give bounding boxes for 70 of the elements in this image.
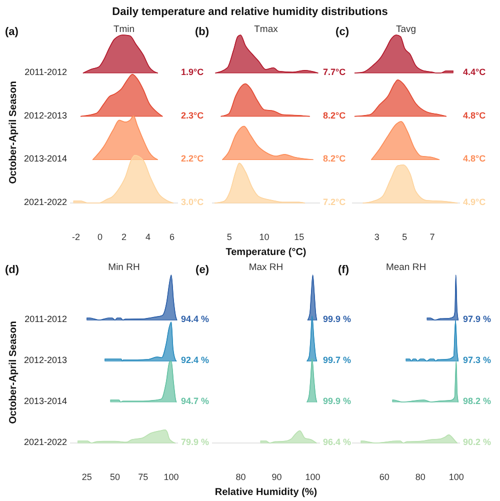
chart-subtitle: Mean RH — [386, 262, 426, 273]
chart-subtitle: Tmax — [254, 24, 278, 35]
text: 8.2°C — [323, 154, 346, 164]
text: 97.3 % — [463, 355, 492, 366]
x-tick-label: 2 — [121, 232, 127, 242]
x-tick-label: 5 — [226, 232, 232, 242]
text: 92.4 % — [181, 355, 210, 366]
text: 4.9°C — [463, 197, 486, 208]
chart-subtitle: Tmin — [113, 24, 135, 35]
x-axis-title: Relative Humidity (%) — [214, 486, 318, 498]
text: 96.4 % — [323, 437, 352, 448]
x-tick-label: -2 — [72, 232, 80, 242]
x-tick-label: 50 — [110, 472, 120, 482]
text: 98.2 % — [463, 396, 492, 406]
y-axis-title: October-April Season — [8, 321, 19, 424]
text: (b) — [194, 26, 210, 38]
text: 1.9°C — [181, 67, 204, 78]
x-tick-label: 100 — [305, 472, 320, 482]
x-tick-label: 60 — [379, 472, 390, 482]
text: (c) — [336, 26, 350, 38]
x-axis-title: Temperature (°C) — [226, 246, 306, 258]
text: 94.7 % — [181, 396, 210, 406]
text: 79.9 % — [181, 437, 210, 448]
x-tick-label: 75 — [138, 472, 148, 482]
text: 2.3°C — [181, 110, 204, 121]
text: 99.9 % — [323, 314, 352, 324]
text: 2.2°C — [181, 154, 204, 164]
text: 99.9 % — [323, 396, 352, 406]
text: (d) — [5, 264, 20, 276]
text: 90.2 % — [463, 437, 492, 448]
text: 2012-2013 — [24, 355, 67, 366]
text: 2013-2014 — [24, 154, 67, 164]
text: 7.7°C — [323, 67, 346, 78]
x-tick-label: 4 — [145, 232, 151, 242]
x-tick-label: 7 — [430, 232, 435, 242]
x-tick-label: 25 — [82, 472, 92, 482]
text: 8.2°C — [323, 110, 346, 121]
text: 99.7 % — [323, 355, 352, 366]
x-tick-label: 6 — [169, 232, 175, 242]
text: (e) — [196, 264, 210, 276]
text: 94.4 % — [181, 314, 210, 324]
y-axis-title: October-April Season — [8, 81, 19, 184]
text: (a) — [5, 26, 19, 38]
text: 7.2°C — [323, 197, 346, 208]
text: 3.0°C — [181, 197, 204, 208]
x-tick-label: 100 — [164, 472, 179, 482]
text: (f) — [338, 264, 350, 276]
x-tick-label: 90 — [272, 472, 282, 482]
text: Daily temperature and relative humidity distributions — [112, 6, 388, 18]
x-tick-label: 80 — [236, 472, 246, 482]
x-tick-label: 80 — [415, 472, 426, 482]
text: 2011-2012 — [24, 67, 67, 78]
text: 2021-2022 — [24, 197, 67, 208]
text: 97.9 % — [463, 314, 492, 324]
chart-subtitle: Max RH — [248, 262, 284, 273]
x-tick-label: 0 — [97, 232, 103, 242]
text: 4.8°C — [463, 110, 486, 121]
x-tick-label: 10 — [259, 232, 270, 242]
text: 2013-2014 — [24, 396, 67, 406]
x-tick-label: 100 — [448, 472, 464, 482]
text: 2012-2013 — [24, 110, 67, 121]
text: 4.4°C — [463, 67, 486, 78]
chart-subtitle: Tavg — [396, 24, 416, 35]
x-tick-label: 3 — [374, 232, 380, 242]
chart-subtitle: Min RH — [108, 262, 140, 273]
text: 4.8°C — [463, 154, 486, 164]
text: 2011-2012 — [24, 314, 67, 324]
text: 2021-2022 — [24, 437, 67, 448]
x-tick-label: 15 — [294, 232, 304, 242]
x-tick-label: 5 — [402, 232, 408, 242]
